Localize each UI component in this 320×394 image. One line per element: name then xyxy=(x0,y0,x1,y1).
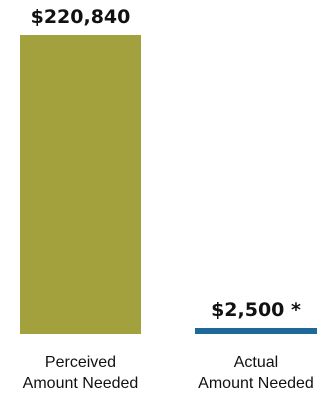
bar-perceived xyxy=(20,35,141,334)
category-label-actual-line-1: Actual xyxy=(233,354,279,371)
value-label-perceived: $220,840 xyxy=(30,6,131,28)
value-label-actual: $2,500 * xyxy=(211,299,301,321)
bar-actual xyxy=(195,328,317,334)
category-label-actual: Actual Amount Needed xyxy=(198,352,314,394)
category-label-perceived-line-2: Amount Needed xyxy=(22,375,139,392)
category-label-perceived: Perceived Amount Needed xyxy=(23,352,139,394)
category-label-actual-line-2: Amount Needed xyxy=(198,375,314,392)
category-label-perceived-line-1: Perceived xyxy=(44,354,117,371)
